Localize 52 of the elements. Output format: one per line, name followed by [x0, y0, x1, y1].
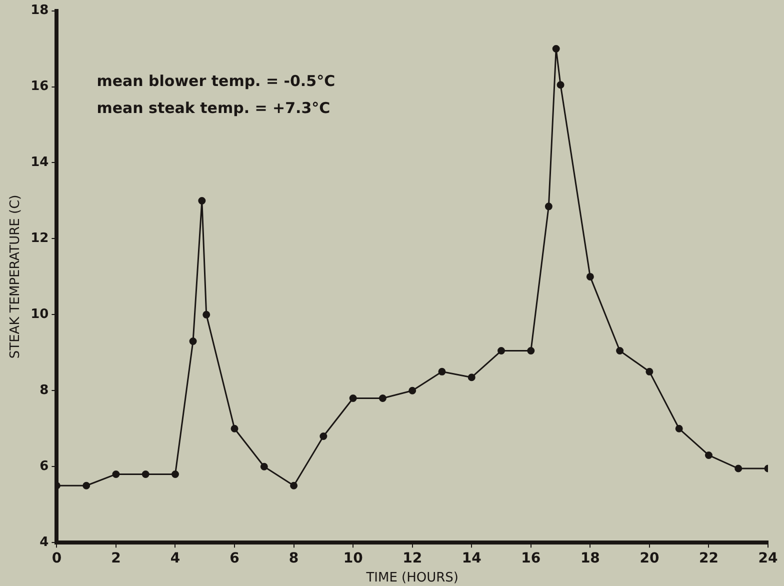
point [646, 368, 654, 376]
annotation: mean steak temp. = +7.3°C [96, 98, 330, 117]
point [556, 81, 564, 89]
y-tick-label: 8 [40, 383, 49, 398]
x-tick-label: 16 [521, 550, 541, 567]
point [544, 202, 552, 210]
point [704, 451, 712, 459]
x-axis-title: TIME (HOURS) [365, 570, 458, 586]
x-tick-label: 2 [111, 550, 121, 567]
x-tick-label: 12 [402, 550, 422, 567]
y-axis-title: STEAK TEMPERATURE (C) [8, 194, 24, 359]
point [142, 470, 150, 478]
point [468, 374, 476, 382]
y-tick-label: 16 [30, 79, 49, 94]
point [290, 482, 298, 490]
point [260, 462, 268, 470]
x-tick-label: 0 [52, 550, 62, 567]
point [198, 196, 206, 204]
y-tick-label: 6 [40, 459, 49, 474]
x-tick-label: 20 [640, 550, 660, 567]
x-tick-label: 14 [462, 550, 482, 567]
point [112, 470, 120, 478]
x-tick-label: 22 [698, 550, 718, 567]
x-tick-label: 8 [288, 550, 299, 567]
point [378, 394, 386, 402]
x-tick-label: 6 [230, 550, 240, 567]
point [82, 482, 90, 490]
point [734, 464, 742, 472]
point [349, 394, 357, 402]
point [616, 347, 624, 355]
point [171, 470, 179, 478]
y-tick-label: 14 [30, 155, 49, 170]
point [675, 424, 683, 432]
annotation: mean blower temp. = -0.5°C [96, 72, 336, 90]
point [527, 347, 535, 355]
point [320, 432, 328, 440]
y-tick-label: 10 [30, 307, 49, 322]
point [552, 45, 560, 53]
point [408, 386, 416, 394]
point [230, 424, 238, 432]
point [202, 310, 210, 318]
point [438, 368, 446, 376]
x-tick-label: 4 [170, 550, 180, 567]
y-tick-label: 18 [30, 3, 49, 18]
x-tick-label: 24 [758, 550, 778, 567]
y-tick-label: 12 [30, 231, 49, 246]
x-tick-label: 18 [580, 550, 600, 567]
point [498, 347, 506, 355]
y-tick-label: 4 [40, 534, 49, 550]
point [189, 338, 197, 346]
x-tick-label: 10 [343, 550, 364, 567]
point [586, 272, 594, 280]
